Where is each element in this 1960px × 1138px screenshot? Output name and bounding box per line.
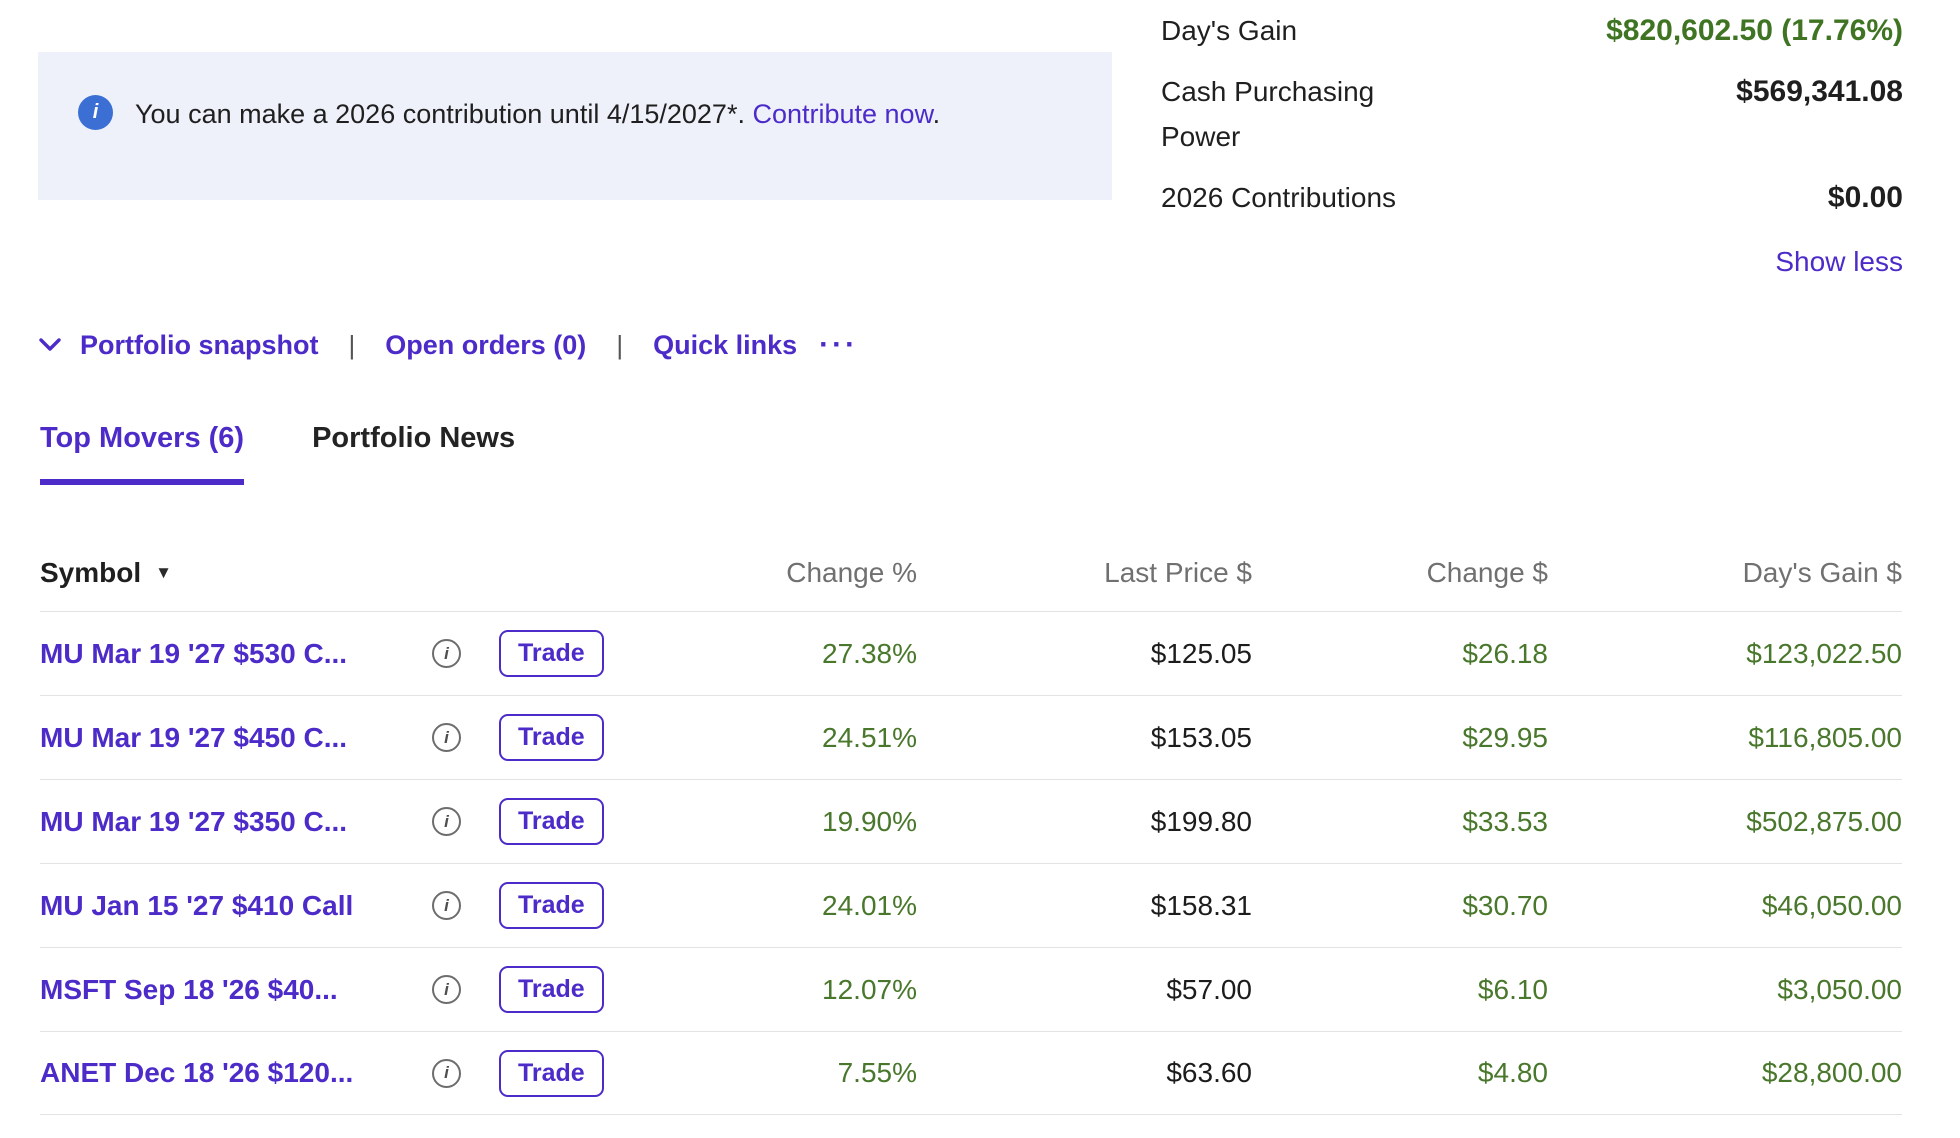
symbol-cell: MSFT Sep 18 '26 $40... i Trade [40,966,622,1013]
summary-row-cash-purchasing-power: Cash Purchasing Power $569,341.08 [1161,69,1903,159]
chevron-down-icon [38,337,62,353]
trade-button[interactable]: Trade [499,882,604,929]
table-row: MU Mar 19 '27 $450 C... i Trade 24.51% $… [40,695,1902,779]
symbol-link[interactable]: MU Mar 19 '27 $530 C... [40,637,348,669]
symbol-cell: MU Mar 19 '27 $530 C... i Trade [40,630,622,677]
contribute-now-link[interactable]: Contribute now [752,99,933,129]
change-cell: $4.80 [1477,1057,1548,1088]
contributions-label: 2026 Contributions [1161,182,1397,213]
change-cell: $33.53 [1462,805,1548,837]
info-icon[interactable]: i [432,807,461,836]
change-pct-cell: 19.90% [822,805,917,837]
trade-button[interactable]: Trade [499,966,604,1013]
trade-button[interactable]: Trade [499,1049,604,1097]
symbol-link[interactable]: MU Jan 15 '27 $410 Call [40,889,354,921]
days-gain-cell: $3,050.00 [1777,973,1902,1005]
tab-bar: Top Movers (6) Portfolio News [40,422,1960,485]
days-gain-cell: $116,805.00 [1748,721,1902,753]
trade-button[interactable]: Trade [499,798,604,845]
top-movers-table: Symbol ▼ Change % Last Price $ Change $ … [40,547,1902,1115]
change-pct-cell: 24.51% [822,721,917,753]
symbol-link[interactable]: MU Mar 19 '27 $450 C... [40,721,348,753]
symbol-link[interactable]: ANET Dec 18 '26 $120... [40,1057,354,1088]
banner-text: You can make a 2026 contribution until 4… [135,92,940,137]
days-gain-value: $820,602.50 (17.76%) [1606,14,1903,47]
info-icon[interactable]: i [432,723,461,752]
last-price-cell: $57.00 [1166,973,1252,1005]
banner-suffix: . [932,99,941,129]
table-row: MU Jan 15 '27 $410 Call i Trade 24.01% $… [40,863,1902,947]
column-header-change: Change $ [1426,557,1548,588]
info-icon[interactable]: i [432,975,461,1004]
tab-portfolio-news[interactable]: Portfolio News [312,422,516,454]
last-price-cell: $63.60 [1166,1057,1252,1088]
symbol-cell: MU Jan 15 '27 $410 Call i Trade [40,882,622,929]
summary-row-days-gain: Day's Gain $820,602.50 (17.76%) [1161,8,1903,53]
nav-separator: | [616,329,624,360]
change-pct-cell: 7.55% [837,1057,917,1088]
days-gain-cell: $28,800.00 [1761,1057,1902,1088]
cash-purchasing-power-label: Cash Purchasing Power [1161,76,1375,152]
nav-separator: | [348,329,356,360]
cash-purchasing-power-value: $569,341.08 [1736,75,1903,108]
last-price-cell: $153.05 [1150,721,1252,753]
table-row: MU Mar 19 '27 $350 C... i Trade 19.90% $… [40,779,1902,863]
column-header-change-pct: Change % [786,557,917,588]
symbol-cell: ANET Dec 18 '26 $120... i Trade [40,1049,622,1097]
column-header-last-price: Last Price $ [1104,557,1252,588]
last-price-cell: $158.31 [1150,889,1252,921]
symbol-cell: MU Mar 19 '27 $350 C... i Trade [40,798,622,845]
more-options-icon[interactable]: ··· [819,328,859,361]
contribution-banner: i You can make a 2026 contribution until… [38,52,1112,200]
column-header-days-gain: Day's Gain $ [1742,557,1902,588]
days-gain-label: Day's Gain [1161,15,1298,46]
change-pct-cell: 12.07% [822,973,917,1005]
days-gain-cell: $123,022.50 [1746,637,1902,669]
change-cell: $29.95 [1462,721,1548,753]
symbol-header-label: Symbol [40,557,142,588]
tab-top-movers[interactable]: Top Movers (6) [40,422,245,485]
info-icon: i [78,95,113,130]
top-section: i You can make a 2026 contribution until… [0,0,1960,312]
nav-item-quick-links[interactable]: Quick links [653,329,798,360]
last-price-cell: $125.05 [1150,637,1252,669]
info-icon[interactable]: i [432,639,461,668]
nav-item-open-orders[interactable]: Open orders (0) [385,329,587,360]
last-price-cell: $199.80 [1150,805,1252,837]
summary-row-contributions: 2026 Contributions $0.00 [1161,175,1903,220]
trade-button[interactable]: Trade [499,714,604,761]
portfolio-nav: Portfolio snapshot | Open orders (0) | Q… [38,328,1960,362]
table-row: ANET Dec 18 '26 $120... i Trade 7.55% $6… [40,1031,1902,1115]
change-cell: $30.70 [1462,889,1548,921]
change-cell: $6.10 [1477,973,1548,1005]
contributions-value: $0.00 [1827,181,1903,214]
change-pct-cell: 27.38% [822,637,917,669]
days-gain-cell: $46,050.00 [1761,889,1902,921]
sort-desc-icon: ▼ [155,563,172,582]
show-less-link[interactable]: Show less [1775,246,1903,277]
change-cell: $26.18 [1462,637,1548,669]
symbol-link[interactable]: MSFT Sep 18 '26 $40... [40,973,338,1005]
days-gain-cell: $502,875.00 [1746,805,1902,837]
trade-button[interactable]: Trade [499,630,604,677]
change-pct-cell: 24.01% [822,889,917,921]
table-header-row: Symbol ▼ Change % Last Price $ Change $ … [40,547,1902,611]
column-header-symbol[interactable]: Symbol ▼ [40,557,622,589]
account-summary: Day's Gain $820,602.50 (17.76%) Cash Pur… [1161,8,1903,278]
show-less-row: Show less [1161,246,1903,278]
banner-message: You can make a 2026 contribution until 4… [135,99,753,129]
table-row: MSFT Sep 18 '26 $40... i Trade 12.07% $5… [40,947,1902,1031]
info-icon[interactable]: i [432,1058,461,1088]
nav-item-portfolio-snapshot[interactable]: Portfolio snapshot [80,329,319,360]
symbol-link[interactable]: MU Mar 19 '27 $350 C... [40,805,348,837]
info-icon[interactable]: i [432,891,461,920]
table-row: MU Mar 19 '27 $530 C... i Trade 27.38% $… [40,611,1902,695]
symbol-cell: MU Mar 19 '27 $450 C... i Trade [40,714,622,761]
